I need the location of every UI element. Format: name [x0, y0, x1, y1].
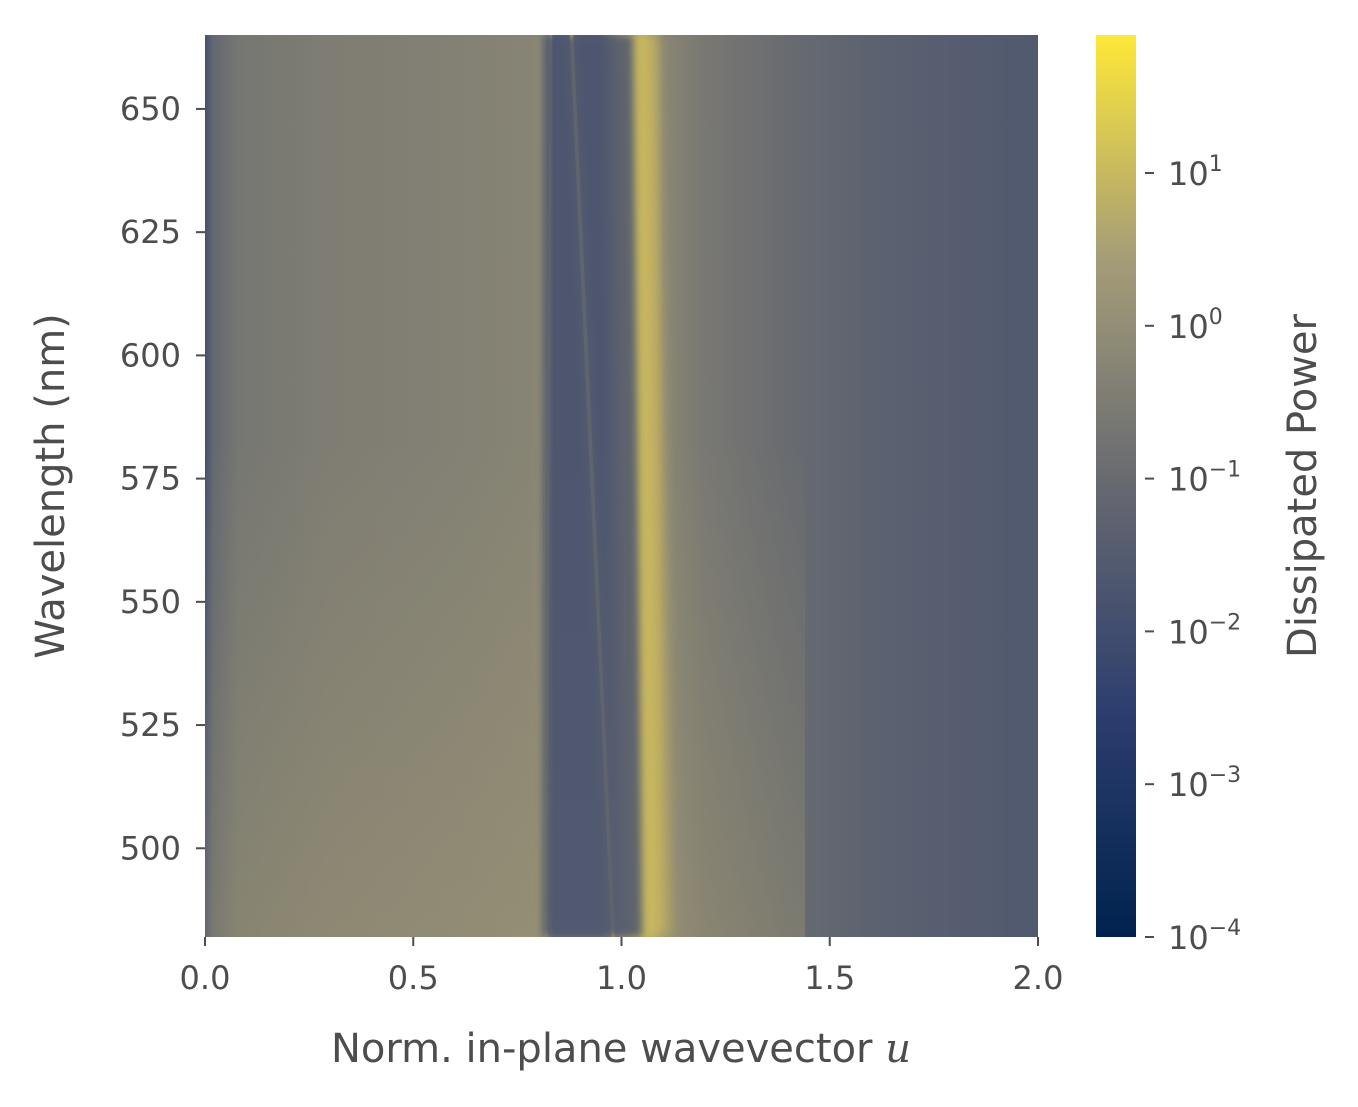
colorbar-tick-base: 10 — [1168, 919, 1209, 957]
heatmap-plot-area — [205, 35, 1038, 937]
colorbar-tick-exponent: −2 — [1209, 610, 1241, 635]
heatmap-lower-glow — [205, 35, 805, 937]
y-tick-label: 575 — [120, 460, 181, 498]
colorbar-tick-base: 10 — [1168, 613, 1209, 651]
x-axis-title: Norm. in-plane wavevector u — [331, 1026, 911, 1072]
colorbar-title: Dissipated Power — [1280, 313, 1326, 658]
colorbar-tick-base: 10 — [1168, 766, 1209, 804]
colorbar-tick-label: 10−3 — [1168, 763, 1241, 804]
x-tick-label: 0.5 — [388, 959, 439, 997]
heatmap-features — [542, 35, 669, 937]
x-axis-title-text: Norm. in-plane wavevector — [331, 1026, 873, 1072]
colorbar-tick-label: 10−4 — [1168, 916, 1241, 957]
colorbar-tick-exponent: −4 — [1209, 916, 1241, 941]
colorbar-tick-base: 10 — [1168, 155, 1209, 193]
colorbar-tick-base: 10 — [1168, 461, 1209, 499]
dark-gap-region — [542, 35, 643, 937]
colorbar-tick-exponent: 1 — [1209, 152, 1223, 177]
colorbar-tick-base: 10 — [1168, 308, 1209, 346]
x-tick-label: 1.5 — [804, 959, 855, 997]
y-tick-label: 600 — [120, 336, 181, 374]
colorbar-scale — [1096, 35, 1136, 937]
x-tick-label: 0.0 — [180, 959, 231, 997]
y-tick-label: 650 — [120, 90, 181, 128]
colorbar-tick-label: 10−1 — [1168, 458, 1241, 499]
y-tick-label: 525 — [120, 706, 181, 744]
x-axis: 0.0 0.5 1.0 1.5 2.0 — [180, 937, 1064, 997]
colorbar-tick-exponent: −3 — [1209, 763, 1241, 788]
x-tick-label: 1.0 — [596, 959, 647, 997]
y-tick-label: 550 — [120, 583, 181, 621]
y-axis-title: Wavelength (nm) — [28, 313, 74, 659]
colorbar-tick-exponent: −1 — [1209, 458, 1241, 483]
colorbar-tick-label: 101 — [1168, 152, 1223, 193]
x-axis-title-variable: u — [885, 1026, 911, 1072]
x-tick-label: 2.0 — [1013, 959, 1064, 997]
y-tick-label: 625 — [120, 213, 181, 251]
y-axis: 500 525 550 575 600 625 650 — [120, 90, 205, 867]
colorbar-tick-label: 100 — [1168, 305, 1223, 346]
colorbar-tick-exponent: 0 — [1209, 305, 1223, 330]
y-tick-label: 500 — [120, 829, 181, 867]
colorbar-tick-label: 10−2 — [1168, 610, 1241, 651]
